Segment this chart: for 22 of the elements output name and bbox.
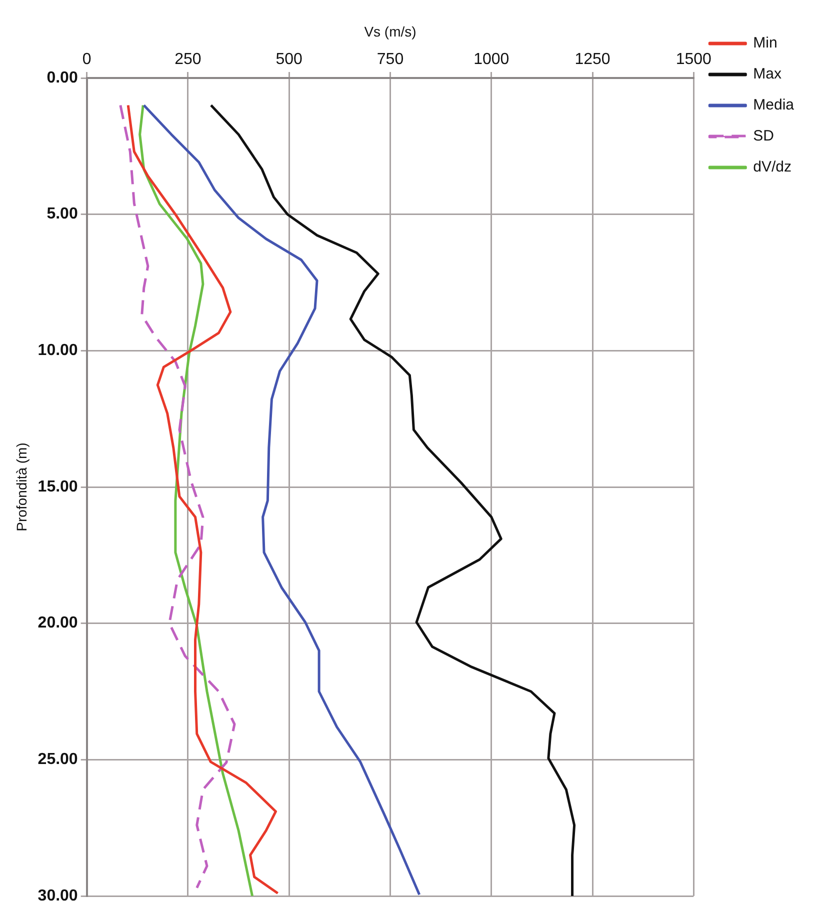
y-axis-title: Profondità (m) — [13, 442, 30, 532]
x-tick-label: 250 — [174, 50, 202, 68]
y-tick-label: 0.00 — [46, 69, 78, 86]
legend-label: Media — [753, 96, 795, 114]
legend-label: SD — [753, 128, 774, 145]
y-tick-label: 10.00 — [38, 342, 78, 360]
x-tick-label: 1250 — [574, 50, 610, 68]
legend-label: Min — [753, 34, 778, 52]
legend-label: dV/dz — [753, 158, 792, 176]
y-tick-label: 5.00 — [46, 206, 78, 223]
y-tick-label: 30.00 — [38, 887, 78, 904]
x-tick-label: 1500 — [676, 50, 712, 68]
x-tick-label: 500 — [276, 50, 303, 68]
y-tick-label: 15.00 — [38, 478, 78, 496]
x-axis-title: Vs (m/s) — [364, 23, 416, 40]
y-tick-label: 20.00 — [38, 614, 78, 632]
x-tick-label: 750 — [376, 50, 404, 68]
y-tick-label: 25.00 — [38, 751, 78, 768]
line-series — [119, 104, 236, 890]
legend-label: Max — [753, 66, 782, 83]
x-tick-label: 0 — [82, 50, 92, 68]
x-tick-label: 1000 — [474, 50, 510, 68]
